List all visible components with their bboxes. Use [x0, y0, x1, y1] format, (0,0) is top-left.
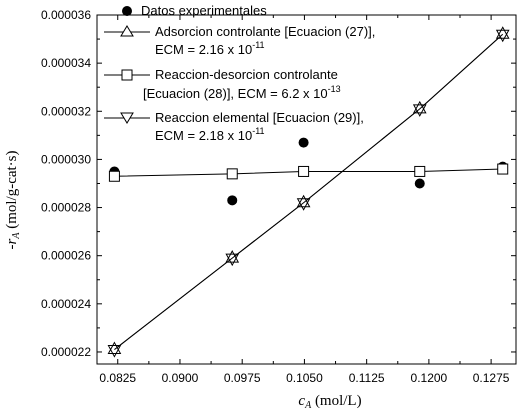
- x-tick-label: 0.0975: [224, 371, 261, 385]
- x-tick-label: 0.0900: [162, 371, 199, 385]
- legend-label-experimental: Datos experimentales: [141, 3, 267, 18]
- data-point: [414, 165, 426, 177]
- y-tick-label: 0.000026: [41, 249, 91, 263]
- x-tick-label: 0.1275: [473, 371, 510, 385]
- y-tick-label: 0.000022: [41, 345, 91, 359]
- legend-label-reaccion-desorcion-line2: [Ecuacion (28)], ECM = 6.2 x 10-13: [143, 84, 341, 101]
- legend-label-reaccion-elemental-line2: ECM = 2.18 x 10-11: [155, 126, 265, 143]
- y-tick-label: 0.000030: [41, 152, 91, 166]
- y-axis-ticks: 0.000022 0.000024 0.000026 0.000028 0.000030…: [41, 8, 516, 359]
- legend-entry-reaccion-elemental: Reaccion elemental [Ecuacion (29)], ECM …: [104, 110, 364, 143]
- legend-label-reaccion-desorcion-line1: Reaccion-desorcion controlante: [155, 67, 338, 82]
- y-tick-label: 0.000032: [41, 104, 91, 118]
- y-tick-label: 0.000028: [41, 201, 91, 215]
- legend-marker-square: [121, 69, 133, 81]
- legend-marker-triangle-up: [120, 25, 134, 37]
- series-line: [114, 33, 504, 350]
- x-tick-label: 0.0825: [99, 371, 136, 385]
- legend-marker-triangle-down: [120, 112, 134, 124]
- legend-label-adsorcion-line1: Adsorcion controlante [Ecuacion (27)],: [155, 24, 375, 39]
- legend-entry-experimental: Datos experimentales: [122, 3, 267, 18]
- data-point: [497, 163, 509, 175]
- data-point: [298, 137, 309, 148]
- x-tick-label: 0.1200: [411, 371, 448, 385]
- legend: Datos experimentales Adsorcion controlan…: [104, 3, 375, 143]
- y-tick-label: 0.000024: [41, 297, 91, 311]
- series-open-triangle-down: [107, 29, 510, 358]
- legend-marker-filled-circle: [122, 6, 132, 16]
- x-axis-ticks: 0.0825 0.0900 0.0975 0.1050 0.1125 0.1200 0.12…: [99, 15, 510, 385]
- data-point: [296, 198, 311, 211]
- data-point: [227, 195, 238, 206]
- y-tick-label: 0.000036: [41, 8, 91, 22]
- data-point: [226, 168, 238, 180]
- legend-entry-adsorcion: Adsorcion controlante [Ecuacion (27)], E…: [104, 24, 375, 57]
- data-point: [298, 165, 310, 177]
- y-axis-title: -rA (mol/g-cat·s): [4, 150, 22, 249]
- data-point: [108, 170, 120, 182]
- legend-label-adsorcion-line2: ECM = 2.16 x 10-11: [155, 40, 265, 57]
- series-open-square: [108, 163, 509, 182]
- data-point: [107, 345, 122, 358]
- x-axis-title: cA (mol/L): [298, 393, 361, 411]
- data-point: [495, 29, 510, 43]
- legend-label-reaccion-elemental-line1: Reaccion elemental [Ecuacion (29)],: [155, 110, 364, 125]
- data-point: [225, 253, 240, 267]
- data-point: [414, 178, 425, 189]
- plot-area: [96, 14, 517, 365]
- y-tick-label: 0.000034: [41, 56, 91, 70]
- data-point: [412, 104, 427, 117]
- x-tick-label: 0.1125: [349, 371, 385, 385]
- legend-entry-reaccion-desorcion: Reaccion-desorcion controlante [Ecuacion…: [104, 67, 341, 101]
- series-layer: [107, 26, 510, 358]
- x-tick-label: 0.1050: [286, 371, 323, 385]
